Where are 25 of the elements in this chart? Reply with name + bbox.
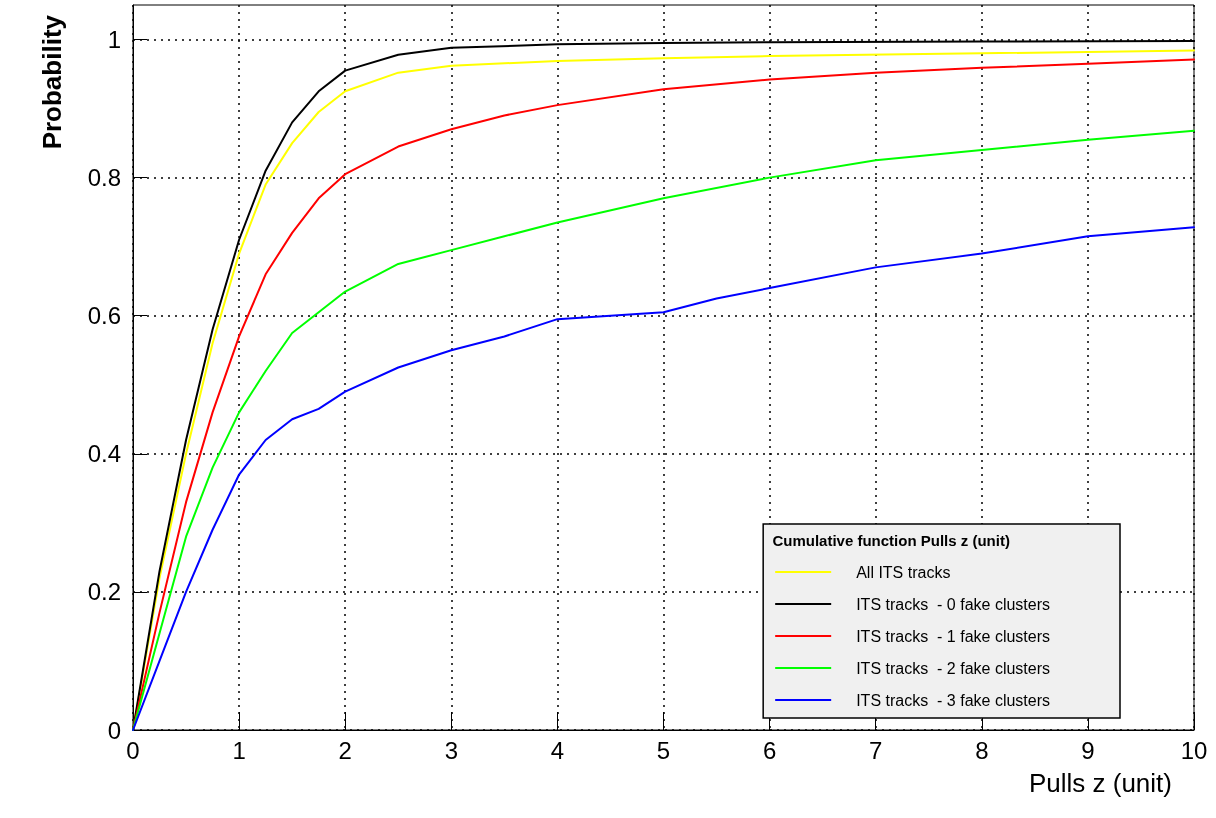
y-tick-label: 0.4: [87, 440, 121, 468]
x-tick-label: 1: [232, 736, 246, 764]
legend-label: ITS tracks - 2 fake clusters: [856, 659, 1050, 677]
legend-label: All ITS tracks: [856, 563, 951, 581]
legend-title: Cumulative function Pulls z (unit): [772, 532, 1010, 550]
x-tick-label: 5: [656, 736, 671, 764]
x-tick-label: 2: [338, 736, 352, 764]
y-tick-label: 1: [107, 26, 121, 54]
legend-label: ITS tracks - 1 fake clusters: [856, 627, 1050, 645]
x-tick-label: 4: [550, 736, 565, 764]
x-tick-label: 6: [762, 736, 777, 764]
legend-label: ITS tracks - 0 fake clusters: [856, 595, 1050, 613]
x-tick-label: 10: [1180, 736, 1208, 764]
x-tick-label: 3: [444, 736, 458, 764]
x-tick-label: 0: [126, 736, 140, 764]
y-axis-title: Probability: [37, 14, 67, 150]
x-tick-label: 7: [869, 736, 883, 764]
y-tick-label: 0.6: [87, 302, 121, 330]
legend-label: ITS tracks - 3 fake clusters: [856, 691, 1050, 709]
y-tick-label: 0.2: [87, 578, 121, 606]
x-axis-title: Pulls z (unit): [1028, 768, 1172, 798]
y-tick-label: 0.8: [87, 164, 121, 192]
y-tick-label: 0: [107, 716, 121, 744]
x-tick-label: 9: [1081, 736, 1095, 764]
x-tick-label: 8: [975, 736, 989, 764]
